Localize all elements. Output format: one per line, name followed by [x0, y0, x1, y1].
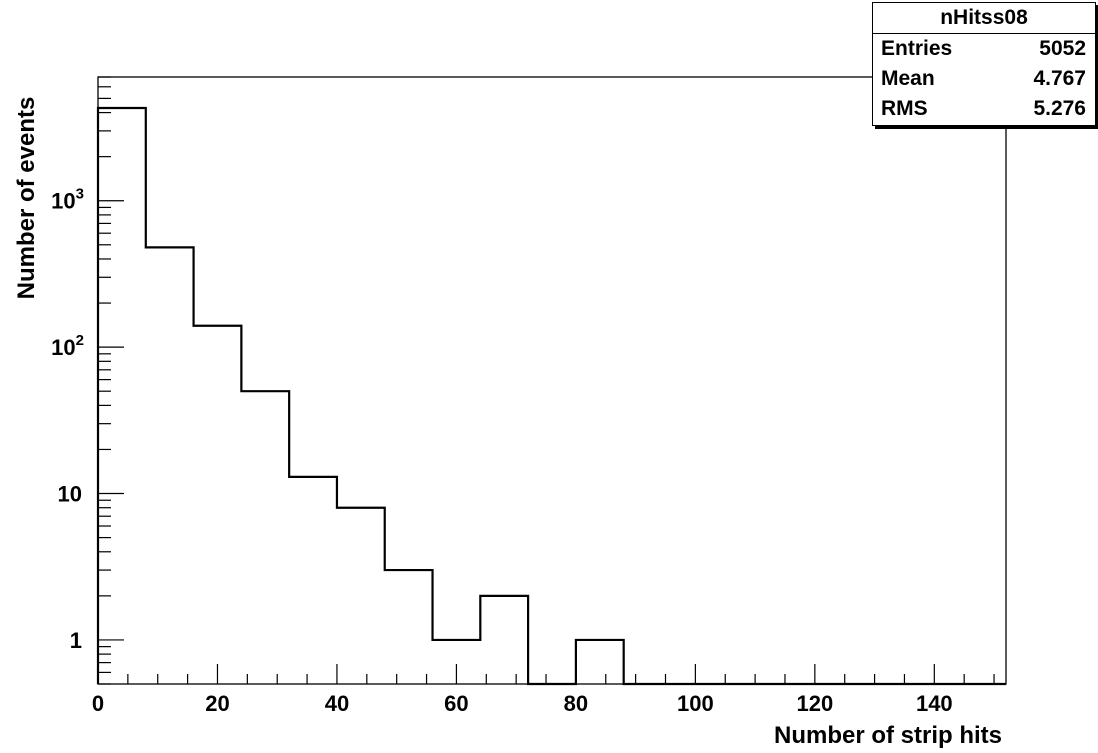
stats-label-rms: RMS	[881, 97, 928, 120]
y-axis-title: Number of events	[13, 97, 40, 300]
histogram-outline	[96, 106, 1006, 686]
x-tick-label: 0	[92, 691, 104, 716]
y-tick-label: 1	[70, 628, 82, 653]
stats-row-entries: Entries 5052	[873, 34, 1095, 64]
x-axis-title: Number of strip hits	[774, 722, 1002, 749]
histogram-bin-4	[289, 477, 337, 684]
histogram-bin-0	[98, 108, 146, 684]
x-tick-label: 140	[916, 691, 953, 716]
histogram-bin-5	[337, 508, 385, 684]
stats-row-mean: Mean 4.767	[873, 64, 1095, 94]
histogram-bin-1	[146, 247, 194, 684]
y-tick-label: 102	[51, 332, 84, 360]
plot-frame	[97, 76, 1007, 685]
y-tick-label: 103	[51, 186, 84, 214]
y-tick-label: 10	[58, 482, 82, 507]
stats-value-mean: 4.767	[1033, 67, 1086, 90]
histogram-bin-10	[576, 640, 624, 684]
stats-value-rms: 5.276	[1033, 97, 1086, 120]
x-tick-label: 40	[325, 691, 349, 716]
x-tick-label: 100	[677, 691, 714, 716]
stats-row-rms: RMS 5.276	[873, 94, 1095, 124]
x-tick-label: 20	[205, 691, 229, 716]
histogram-bin-8	[480, 596, 528, 684]
histogram-bin-3	[241, 391, 289, 684]
x-tick-label: 80	[564, 691, 588, 716]
x-tick-label: 60	[444, 691, 468, 716]
histogram-bin-6	[385, 570, 433, 684]
x-tick-label: 120	[796, 691, 833, 716]
stats-label-mean: Mean	[881, 67, 935, 90]
stats-box: nHitss08 Entries 5052 Mean 4.767 RMS 5.2…	[872, 2, 1096, 126]
stats-title: nHitss08	[873, 3, 1095, 34]
stats-label-entries: Entries	[881, 37, 953, 60]
stats-value-entries: 5052	[1039, 37, 1086, 60]
histogram-bin-2	[194, 326, 242, 684]
